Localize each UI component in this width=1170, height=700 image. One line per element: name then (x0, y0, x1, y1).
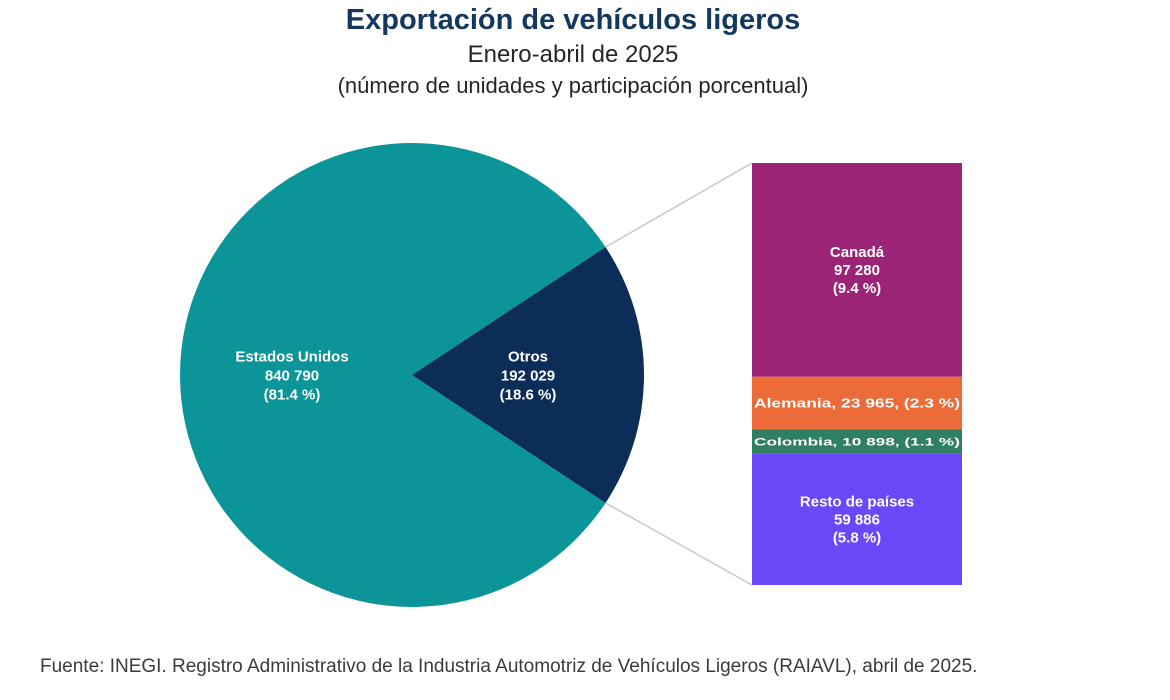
bar-segment-canada (752, 163, 962, 377)
bar-label-colombia: Colombia, 10 898, (1.1 %) (754, 436, 961, 448)
bar-segment-alemania (752, 376, 962, 430)
pie-label-otros-line-1: Otros (508, 348, 548, 365)
bar-label-canada-line-3: (9.4 %) (833, 280, 881, 297)
bar-label-resto-de-paises-line-2: 59 886 (834, 511, 880, 528)
pie-label-estados-unidos-line-2: 840 790 (265, 367, 319, 384)
connector-line-top (605, 162, 753, 248)
bar-label-alemania: Alemania, 23 965, (2.3 %) (754, 396, 960, 411)
bar-label-canada-line-1: Canadá (830, 244, 885, 261)
chart-subtitle-units: (número de unidades y participación porc… (337, 73, 809, 98)
connector-line-bottom (605, 502, 753, 586)
pie-label-estados-unidos-line-3: (81.4 %) (264, 386, 321, 403)
pie-label-estados-unidos-line-1: Estados Unidos (235, 348, 348, 365)
source-note: Fuente: INEGI. Registro Administrativo d… (40, 656, 978, 677)
pie-label-otros-line-2: 192 029 (501, 367, 555, 384)
bar-label-canada-line-2: 97 280 (834, 262, 880, 279)
pie-slice-otros (412, 247, 644, 503)
bar-label-resto-de-paises-line-1: Resto de países (800, 493, 914, 510)
pie-label-otros-line-3: (18.6 %) (500, 386, 557, 403)
bar-segment-resto-de-paises (752, 453, 962, 585)
chart-subtitle: Enero-abril de 2025 (467, 41, 679, 68)
chart-title: Exportación de vehículos ligeros (345, 4, 801, 36)
pie-slice-estados-unidos (179, 142, 606, 607)
bar-segment-colombia (752, 429, 962, 454)
bar-label-resto-de-paises-line-3: (5.8 %) (833, 529, 881, 546)
